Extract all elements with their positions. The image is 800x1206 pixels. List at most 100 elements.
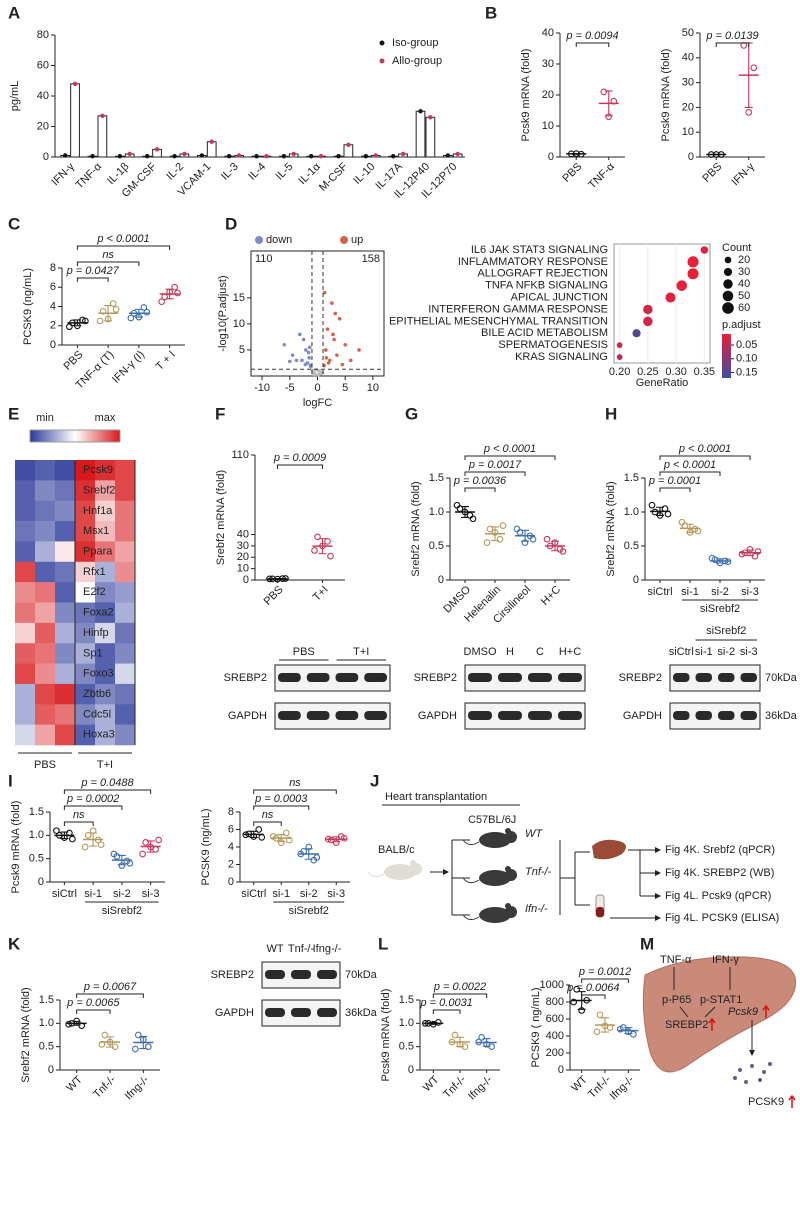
heatmap-cell [15, 643, 36, 664]
comparison-bracket [76, 277, 109, 282]
panel-label: G [405, 404, 418, 423]
x-tick-label: si-1 [84, 888, 102, 900]
comparison-bracket [581, 978, 629, 983]
heatmap-cell [55, 521, 76, 542]
x-tick-label: si-3 [142, 888, 160, 900]
x-tick-label: H+C [539, 584, 563, 608]
y-tick-label: 1.0 [39, 1017, 54, 1029]
data-point [483, 539, 491, 546]
size-legend-label: 30 [738, 266, 750, 278]
x-tick-label: si-3 [327, 888, 345, 900]
data-point [101, 1031, 109, 1039]
data-point [340, 362, 345, 367]
data-point [53, 827, 60, 835]
heatmap-cell [35, 541, 56, 563]
particle [762, 1070, 766, 1074]
bar-point [145, 154, 150, 159]
error-bar [249, 830, 258, 839]
blot-band [498, 711, 522, 720]
row-label: GAPDH [228, 710, 267, 722]
lane-label: siCtrl [669, 646, 694, 658]
row-label: Hoxa3 [83, 729, 115, 741]
y-axis-label: -log10(P.adjust) [217, 275, 229, 351]
heatmap-cell [35, 521, 56, 542]
data-point [314, 533, 321, 541]
heatmap-cell [15, 561, 36, 583]
comparison-label: p = 0.0067 [83, 981, 137, 993]
mouse-body [384, 864, 416, 880]
heatmap-cell [15, 683, 36, 705]
comparison-label: p = 0.0012 [578, 966, 631, 978]
error-bar [656, 506, 664, 516]
error-bar [456, 1036, 464, 1048]
heatmap-cell [95, 541, 116, 563]
branch [451, 839, 470, 916]
x-tick-label: TNF-α [586, 160, 617, 191]
bar-point [428, 115, 433, 120]
heatmap-cell [75, 622, 96, 644]
enrichment-dot [643, 316, 653, 327]
error-bar [491, 526, 499, 542]
row-label: Cdc5l [83, 708, 111, 720]
blot-band [695, 711, 712, 720]
group-label: T+I [97, 759, 113, 771]
x-tick-label: siCtrl [647, 586, 672, 598]
y-tick-label: 60 [37, 59, 49, 71]
y-tick-label: 600 [546, 1013, 564, 1025]
data-point [311, 547, 318, 554]
data-point [324, 538, 331, 545]
legend-label: down [266, 234, 292, 246]
legend-label: min [36, 412, 54, 424]
data-point [97, 841, 105, 849]
data-point [499, 522, 507, 529]
row-label: E2f2 [83, 586, 106, 598]
data-point [310, 368, 315, 373]
data-point [331, 332, 335, 337]
enrichment-dot [676, 280, 688, 291]
data-point [327, 552, 334, 560]
data-point [332, 337, 336, 342]
comparison-label: p = 0.0036 [453, 475, 507, 487]
error-bar [572, 153, 581, 155]
x-tick-label: siCtrl [241, 888, 266, 900]
mouse-ear [505, 828, 511, 834]
lane-label: T+I [353, 646, 369, 658]
x-tick-label: 0.25 [637, 366, 658, 378]
strain-label: Ifn-/- [525, 903, 548, 915]
up-arrow [788, 1094, 796, 1108]
x-tick-label: PBS [262, 584, 286, 608]
up-arrow [762, 1004, 770, 1018]
heatmap-cell [95, 622, 116, 644]
mouse-body [479, 907, 511, 923]
data-point [559, 548, 567, 555]
panel-label: F [215, 404, 225, 423]
heatmap-cell [75, 521, 96, 542]
data-point [96, 317, 104, 325]
heatmap-cell [15, 521, 36, 542]
x-tick-label: siCtrl [52, 888, 77, 900]
heatmap-cell [55, 480, 76, 502]
y-tick-label: 0 [38, 876, 44, 888]
y-tick-label: 40 [682, 52, 694, 64]
data-point [307, 345, 312, 350]
error-bar [60, 831, 69, 840]
x-axis-label: GeneRatio [636, 377, 689, 389]
data-point [570, 998, 578, 1006]
comparison-label: p = 0.0064 [566, 982, 619, 994]
comparison-bracket [581, 994, 606, 999]
bar-point [264, 154, 269, 159]
data-point [324, 355, 329, 360]
heatmap-cell [115, 724, 136, 746]
lane-label: Tnf-/- [288, 943, 315, 955]
comparison-label: p = 0.0022 [433, 981, 486, 993]
bar-point [172, 154, 177, 159]
term-label: IL6 JAK STAT3 SIGNALING [471, 244, 608, 256]
y-tick-label: 1.0 [29, 829, 44, 841]
comparison-label: p < 0.0001 [663, 459, 716, 471]
error-bar [72, 1020, 81, 1026]
y-tick-label: 1.0 [429, 506, 444, 518]
particle [744, 1080, 748, 1084]
data-point [69, 835, 76, 843]
bar [425, 116, 436, 158]
error-bar [716, 558, 724, 564]
